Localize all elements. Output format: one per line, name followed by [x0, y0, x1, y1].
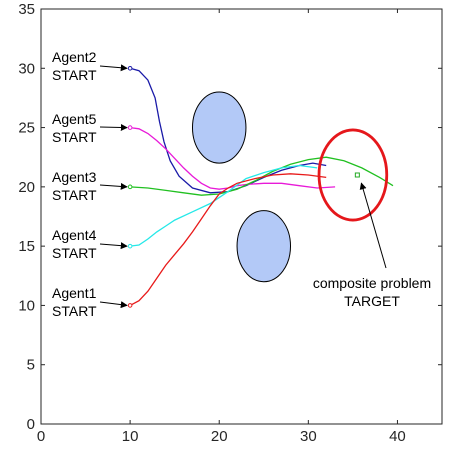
x-tick-label: 0 [37, 428, 45, 445]
annotation-line: Agent2 [52, 49, 97, 65]
annotation-arrow-3 [99, 182, 128, 190]
obstacles-layer [191, 91, 292, 283]
annotation-line: START [52, 303, 97, 319]
target-layer [317, 128, 389, 222]
annotation-line: START [52, 67, 97, 83]
annotations-layer: Agent2 START Agent5 START Agent3 START Agent4 S… [52, 49, 431, 319]
x-tick-label: 10 [122, 428, 139, 445]
plot-frame [40, 8, 443, 425]
annotation-line: TARGET [344, 293, 400, 309]
axes-layer: 0 10 20 30 40 0 5 10 15 20 25 30 35 [18, 1, 443, 445]
annotation-line: composite problem [313, 275, 431, 291]
y-tick-label: 15 [18, 238, 35, 255]
annotation-label-5: Agent1 START [52, 285, 97, 319]
annotation-line: START [52, 245, 97, 261]
annotation-label-3: Agent3 START [52, 169, 97, 203]
annotation-label-4: Agent4 START [52, 227, 97, 261]
annotation-label-2: Agent5 START [52, 111, 97, 145]
y-tick-label: 10 [18, 297, 35, 314]
annotation-line: Agent1 [52, 285, 97, 301]
annotation-label-1: Agent2 START [52, 49, 97, 83]
annotation-line: Agent5 [52, 111, 97, 127]
x-tick-label: 20 [211, 428, 228, 445]
y-tick-label: 5 [27, 357, 35, 374]
obstacle-2 [236, 210, 292, 283]
y-tick-label: 20 [18, 179, 35, 196]
annotation-line: Agent4 [52, 227, 97, 243]
obstacle-1 [191, 91, 247, 164]
annotation-label-6: composite problem TARGET [313, 275, 431, 309]
annotation-arrow-6 [359, 182, 387, 269]
trajectory-line-5 [129, 173, 327, 306]
annotation-arrow-5 [99, 301, 128, 309]
target-circle [317, 128, 389, 222]
start-point-1 [127, 65, 133, 71]
x-tick-label: 40 [389, 428, 406, 445]
start-point-5 [127, 303, 133, 308]
trajectory-line-3 [130, 156, 394, 196]
x-tick-label: 30 [300, 428, 317, 445]
annotation-arrow-1 [99, 64, 128, 72]
y-tick-label: 35 [18, 1, 35, 18]
start-point-4 [127, 243, 133, 249]
trajectory-line-1 [129, 67, 327, 194]
annotation-arrow-4 [99, 242, 128, 250]
trajectory-line-2 [130, 126, 336, 190]
annotation-line: START [52, 187, 97, 203]
series-layer [127, 65, 394, 308]
target-point [354, 172, 360, 178]
start-point-3 [127, 184, 133, 190]
y-tick-label: 30 [18, 60, 35, 77]
annotation-line: START [52, 129, 97, 145]
y-tick-label: 25 [18, 120, 35, 137]
y-tick-label: 0 [27, 416, 35, 433]
trajectory-line-4 [130, 164, 318, 247]
start-point-2 [127, 125, 133, 130]
annotation-line: Agent3 [52, 169, 97, 185]
annotation-arrow-2 [99, 123, 128, 131]
